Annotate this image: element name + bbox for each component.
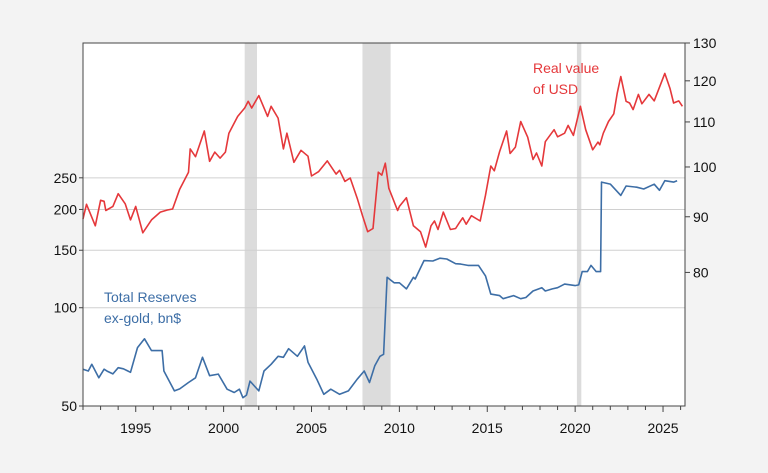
series-lines bbox=[82, 72, 684, 399]
x-tick-label: 2010 bbox=[384, 420, 415, 436]
recession-shading bbox=[244, 43, 582, 406]
x-tick-label: 2000 bbox=[208, 420, 239, 436]
left-tick-label: 50 bbox=[61, 398, 77, 414]
x-tick-label: 2005 bbox=[296, 420, 327, 436]
right-tick-label: 130 bbox=[693, 35, 717, 51]
x-tick-label: 2025 bbox=[647, 420, 678, 436]
right-tick-label: 120 bbox=[693, 73, 717, 89]
x-tick-label: 2015 bbox=[472, 420, 503, 436]
usd-annotation-line2: of USD bbox=[533, 81, 578, 97]
x-tick-label: 2020 bbox=[560, 420, 591, 436]
reserves-series-line bbox=[82, 179, 678, 399]
reserves-annotation-line1: Total Reserves bbox=[104, 289, 197, 305]
left-axis: 50 100 150 200 250 bbox=[54, 170, 83, 414]
x-axis: 1995 2000 2005 2010 2015 2020 2025 bbox=[82, 406, 682, 436]
gridlines bbox=[83, 177, 685, 309]
right-tick-label: 90 bbox=[693, 209, 709, 225]
left-tick-label: 100 bbox=[54, 300, 78, 316]
x-tick-label: 1995 bbox=[120, 420, 151, 436]
left-tick-label: 200 bbox=[54, 201, 78, 217]
right-axis: 80 90 100 110 120 130 bbox=[685, 35, 717, 280]
usd-series-line bbox=[82, 72, 684, 248]
reserves-annotation-line2: ex-gold, bn$ bbox=[104, 310, 181, 326]
recession-band bbox=[362, 43, 391, 406]
right-tick-label: 80 bbox=[693, 264, 709, 280]
usd-annotation-line1: Real value bbox=[533, 60, 599, 76]
right-tick-label: 110 bbox=[693, 114, 716, 130]
left-tick-label: 150 bbox=[54, 242, 78, 258]
plot-frame bbox=[82, 42, 686, 407]
right-tick-label: 100 bbox=[693, 159, 717, 175]
recession-band bbox=[576, 43, 582, 406]
recession-band bbox=[244, 43, 258, 406]
left-tick-label: 250 bbox=[54, 170, 78, 186]
